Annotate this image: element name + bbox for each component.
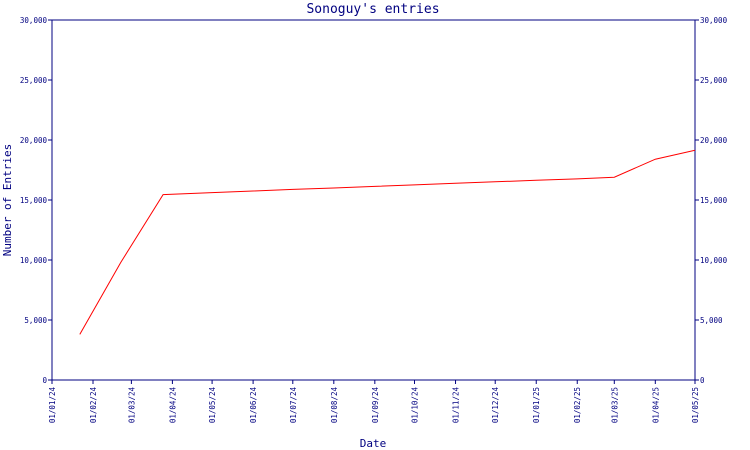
x-tick-label: 01/12/24 [491,387,500,424]
y-tick-label-left: 10,000 [20,256,48,265]
x-tick-label: 01/07/24 [289,387,298,424]
y-tick-label-right: 25,000 [700,76,728,85]
y-tick-label-right: 0 [700,376,705,385]
x-tick-label: 01/05/25 [691,387,700,423]
x-tick-label: 01/03/25 [610,387,619,423]
y-tick-label-left: 5,000 [24,316,47,325]
x-tick-label: 01/11/24 [452,387,461,424]
x-axis-title: Date [360,437,387,450]
chart-title: Sonoguy's entries [306,2,439,17]
x-tick-label: 01/04/25 [651,387,660,423]
x-tick-label: 01/10/24 [411,387,420,424]
x-tick-label: 01/01/24 [48,387,57,424]
x-tick-label: 01/03/24 [127,387,136,424]
x-tick-label: 01/04/24 [168,387,177,424]
series-layer [79,149,696,335]
x-tick-label: 01/02/24 [89,387,98,424]
x-tick-label: 01/08/24 [330,387,339,424]
y-tick-label-right: 30,000 [700,16,728,25]
y-tick-label-left: 20,000 [20,136,48,145]
y-tick-label-left: 30,000 [20,16,48,25]
x-tick-label: 01/05/24 [208,387,217,424]
y-tick-label-left: 0 [42,376,47,385]
x-tick-label: 01/01/25 [532,387,541,423]
series-line [79,149,696,335]
x-axis: 01/01/24 01/02/24 01/03/24 01/04/24 01/05/24… [48,380,700,423]
y-tick-label-right: 15,000 [700,196,728,205]
y-axis-left: 0 5,000 10,000 15,000 20,000 25,000 30,000 [20,16,52,385]
x-tick-label: 01/09/24 [371,387,380,424]
y-tick-label-right: 10,000 [700,256,728,265]
y-tick-label-right: 20,000 [700,136,728,145]
x-tick-label: 01/02/25 [573,387,582,423]
y-tick-label-right: 5,000 [700,316,723,325]
y-tick-label-left: 15,000 [20,196,48,205]
y-axis-right: 0 5,000 10,000 15,000 20,000 25,000 30,000 [695,16,728,385]
y-axis-title: Number of Entries [1,144,14,257]
x-tick-label: 01/06/24 [249,387,258,424]
y-tick-label-left: 25,000 [20,76,48,85]
